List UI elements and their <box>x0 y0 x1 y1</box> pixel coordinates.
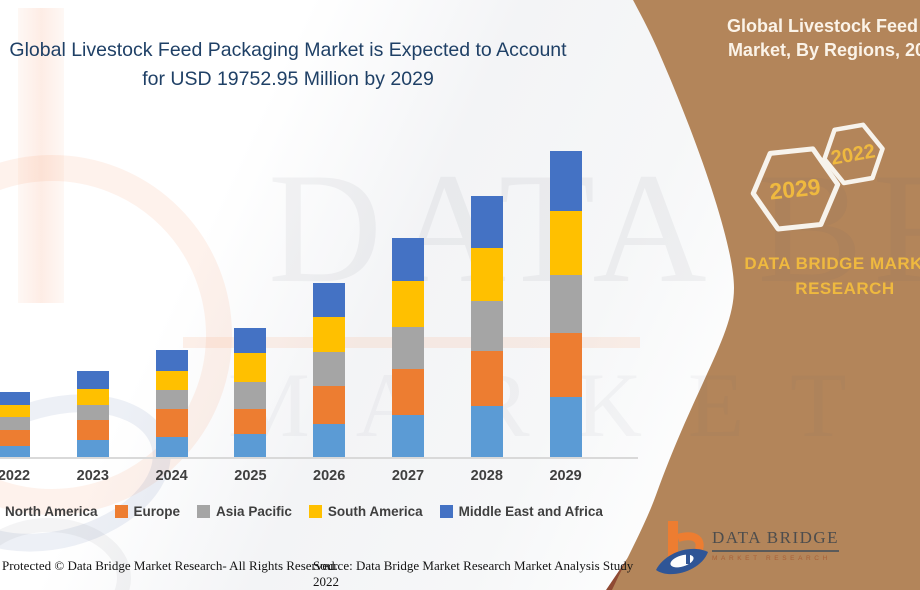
bar-segment-2023-europe <box>76 420 109 441</box>
bar-segment-2026-asia-pacific <box>313 352 346 386</box>
legend-swatch <box>439 505 453 518</box>
bar-segment-2026-middle-east-and-africa <box>313 283 346 318</box>
legend-label: Middle East and Africa <box>458 504 603 519</box>
logo-tagline: MARKET RESEARCH <box>712 555 831 562</box>
bar-segment-2022-south-america <box>0 405 30 418</box>
legend-label: North America <box>5 504 98 519</box>
brand-text: DATA BRIDGE MARKET RESEARCH <box>695 251 920 301</box>
chart-title: Global Livestock Feed Packaging Market i… <box>0 36 576 94</box>
bar-2028 <box>470 195 503 458</box>
bar-segment-2024-south-america <box>155 370 188 391</box>
logo-name: DATA BRIDGE <box>712 528 840 552</box>
panel-heading-line2: Market, By Regions, 2022 to 2029 <box>727 40 920 60</box>
bar-segment-2025-europe <box>234 409 267 434</box>
x-axis-label-2026: 2026 <box>313 468 346 484</box>
bar-segment-2026-europe <box>313 385 346 424</box>
bar-segment-2024-asia-pacific <box>155 390 188 410</box>
x-axis-label-2022: 2022 <box>0 468 31 484</box>
bar-segment-2029-middle-east-and-africa <box>549 151 582 212</box>
bar-segment-2026-north-america <box>313 424 346 458</box>
bar-segment-2027-middle-east-and-africa <box>392 238 424 281</box>
legend-swatch <box>197 505 211 518</box>
bar-segment-2022-north-america <box>0 445 30 458</box>
bar-segment-2022-middle-east-and-africa <box>0 392 30 406</box>
legend-label: South America <box>327 504 423 519</box>
legend-item-asia-pacific: Asia Pacific <box>197 504 292 519</box>
legend-swatch <box>308 505 322 518</box>
bar-segment-2028-europe <box>470 351 503 407</box>
x-axis-line <box>0 457 638 459</box>
bar-segment-2022-asia-pacific <box>0 417 30 431</box>
data-bridge-logo-text: DATA BRIDGE MARKET RESEARCH <box>712 528 840 562</box>
bar-segment-2029-south-america <box>549 211 582 275</box>
x-axis-label-2028: 2028 <box>470 468 503 484</box>
x-axis-label-2029: 2029 <box>549 468 582 484</box>
bar-2025 <box>234 327 267 458</box>
chart-legend: North America Europe Asia Pacific South Ame… <box>0 504 603 519</box>
bar-segment-2029-asia-pacific <box>549 274 582 334</box>
bar-segment-2022-europe <box>0 430 30 446</box>
chart-title-line1: Global Livestock Feed Packaging Market i… <box>9 39 567 61</box>
bar-2026 <box>313 283 346 458</box>
bar-2023 <box>76 371 109 458</box>
bar-segment-2025-asia-pacific <box>234 382 267 409</box>
brand-text-line1: DATA BRIDGE MARKET <box>744 254 920 273</box>
x-axis-label-2023: 2023 <box>76 468 109 484</box>
bar-2029 <box>549 151 582 458</box>
bar-segment-2026-south-america <box>313 317 346 353</box>
bar-segment-2024-europe <box>155 409 188 438</box>
legend-item-middle-east-and-africa: Middle East and Africa <box>439 504 603 519</box>
bar-2024 <box>155 349 188 458</box>
bar-segment-2025-north-america <box>234 434 267 458</box>
footer-source: Source: Data Bridge Market Research Mark… <box>313 558 634 589</box>
brand-text-line2: RESEARCH <box>795 279 895 298</box>
x-axis-label-2025: 2025 <box>234 468 267 484</box>
legend-item-north-america: North America <box>0 504 98 519</box>
bar-segment-2023-north-america <box>76 440 109 458</box>
chart-title-line2: for USD 19752.95 Million by 2029 <box>142 68 434 90</box>
bar-segment-2027-south-america <box>392 280 424 328</box>
legend-swatch <box>114 505 128 518</box>
bar-segment-2024-middle-east-and-africa <box>155 349 188 371</box>
bar-segment-2025-middle-east-and-africa <box>234 327 267 354</box>
bar-segment-2028-middle-east-and-africa <box>470 195 503 249</box>
panel-heading: Global Livestock Feed Packaging Market, … <box>658 14 920 62</box>
panel-heading-line1: Global Livestock Feed Packaging <box>726 16 920 36</box>
bar-segment-2023-south-america <box>76 388 109 406</box>
legend-label: Europe <box>133 504 181 519</box>
bar-segment-2025-south-america <box>234 353 267 383</box>
bar-segment-2028-south-america <box>470 248 503 302</box>
bar-segment-2029-north-america <box>549 397 582 458</box>
bar-2027 <box>392 238 424 458</box>
bar-segment-2024-north-america <box>155 437 188 458</box>
bar-segment-2027-europe <box>392 369 424 415</box>
legend-label: Asia Pacific <box>216 504 292 519</box>
bar-2022 <box>0 392 30 458</box>
x-axis-label-2024: 2024 <box>155 468 188 484</box>
bar-segment-2028-asia-pacific <box>470 301 503 352</box>
bar-segment-2023-middle-east-and-africa <box>76 371 109 389</box>
bar-segment-2029-europe <box>549 333 582 398</box>
bar-segment-2027-north-america <box>392 414 424 458</box>
bar-segment-2027-asia-pacific <box>392 327 424 370</box>
bar-segment-2023-asia-pacific <box>76 405 109 421</box>
legend-item-south-america: South America <box>308 504 423 519</box>
footer-copyright: Protected © Data Bridge Market Research-… <box>2 558 338 573</box>
bar-segment-2028-north-america <box>470 406 503 458</box>
x-axis-label-2027: 2027 <box>391 468 425 484</box>
legend-item-europe: Europe <box>114 504 181 519</box>
